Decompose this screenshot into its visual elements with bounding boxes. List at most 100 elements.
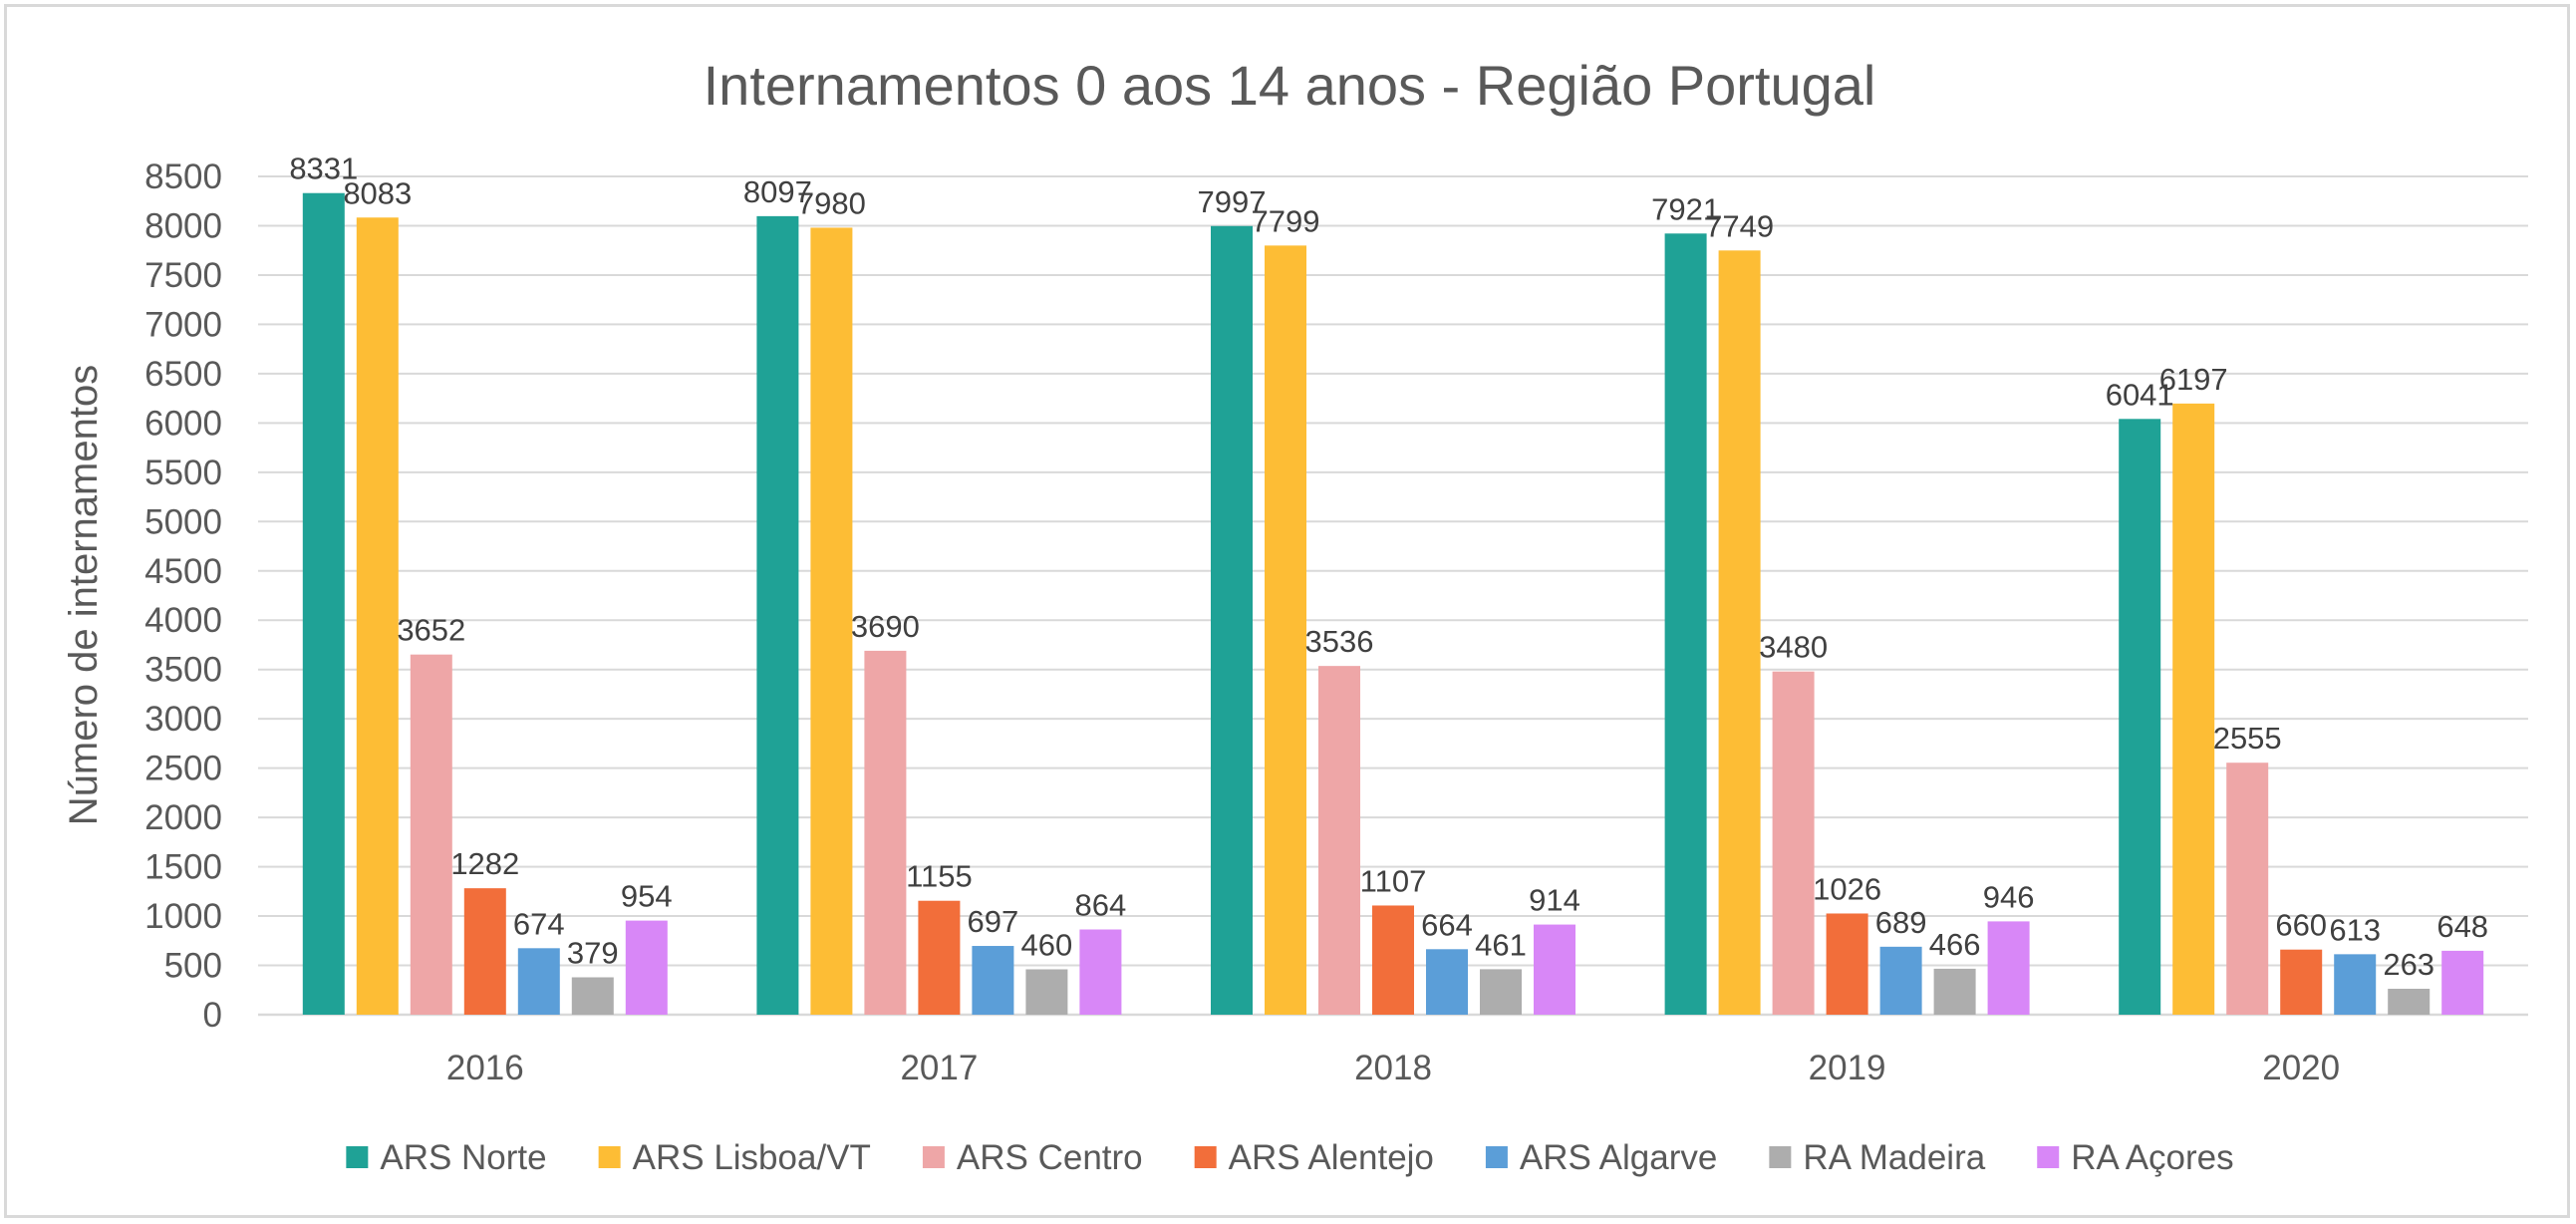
legend-swatch <box>1194 1146 1217 1168</box>
bar <box>1426 949 1468 1015</box>
bar <box>756 215 799 1015</box>
bar <box>1933 968 1976 1015</box>
y-tick-label: 5500 <box>144 454 222 492</box>
x-tick-label: 2020 <box>2262 1049 2340 1087</box>
data-label: 8097 <box>743 174 812 209</box>
x-tick-label: 2016 <box>446 1049 524 1087</box>
data-label: 697 <box>968 904 1019 939</box>
bar <box>1664 233 1707 1016</box>
bar <box>2334 954 2377 1015</box>
legend-label: ARS Norte <box>380 1138 546 1177</box>
bar <box>1480 969 1522 1015</box>
data-label: 1282 <box>450 846 519 881</box>
data-label: 1107 <box>1360 863 1427 898</box>
x-tick-label: 2017 <box>900 1049 978 1087</box>
data-label: 461 <box>1475 927 1527 962</box>
legend-item: RA Açores <box>2037 1138 2234 1177</box>
data-label: 914 <box>1529 883 1580 918</box>
bar <box>2119 419 2161 1015</box>
legend-label: RA Madeira <box>1803 1138 1985 1177</box>
legend-swatch <box>2037 1146 2060 1168</box>
bar <box>1079 929 1122 1015</box>
data-label: 689 <box>1875 905 1927 940</box>
legend-label: ARS Centro <box>957 1138 1143 1177</box>
data-label: 1026 <box>1813 871 1881 906</box>
bar <box>1265 245 1306 1015</box>
data-label: 3480 <box>1759 630 1828 665</box>
bar <box>1718 250 1761 1016</box>
data-label: 6041 <box>2106 377 2174 412</box>
bar-chart: Internamentos 0 aos 14 anos - Região Por… <box>62 54 2528 1177</box>
bar <box>2172 403 2215 1015</box>
legend-label: ARS Algarve <box>1520 1138 1717 1177</box>
data-label: 2555 <box>2213 721 2282 756</box>
data-label: 3536 <box>1305 624 1374 659</box>
x-tick-label: 2018 <box>1354 1049 1432 1087</box>
legend-swatch <box>1485 1146 1508 1168</box>
data-label: 6197 <box>2159 362 2228 397</box>
data-label: 864 <box>1075 888 1127 923</box>
bar <box>2388 988 2431 1015</box>
x-tick-label: 2019 <box>1809 1049 1886 1087</box>
legend-label: ARS Lisboa/VT <box>633 1138 871 1177</box>
chart-title: Internamentos 0 aos 14 anos - Região Por… <box>704 54 1876 117</box>
y-tick-label: 4000 <box>144 601 222 640</box>
data-label: 466 <box>1929 927 1981 962</box>
y-tick-label: 7000 <box>144 305 222 344</box>
bar <box>1025 969 1068 1015</box>
bar <box>1826 913 1868 1015</box>
bar <box>517 948 560 1015</box>
y-tick-label: 5000 <box>144 502 222 541</box>
data-label: 674 <box>513 906 565 941</box>
data-label: 460 <box>1021 927 1073 962</box>
data-label: 8083 <box>343 175 412 210</box>
bar <box>356 217 399 1015</box>
data-label: 379 <box>567 936 619 971</box>
bar <box>972 946 1014 1015</box>
legend-item: ARS Norte <box>346 1138 547 1177</box>
y-tick-label: 8500 <box>144 157 222 196</box>
data-label: 7997 <box>1198 184 1267 219</box>
y-axis-ticks: 0 500 1000 1500 2000 2500 3000 3500 4000 4500 5000… <box>144 157 222 1035</box>
bar <box>1318 666 1360 1015</box>
y-tick-label: 6500 <box>144 355 222 394</box>
bar <box>302 192 345 1015</box>
y-axis-label: Número de internamentos <box>62 365 106 825</box>
legend-swatch <box>1769 1146 1792 1168</box>
legend-swatch <box>922 1146 945 1168</box>
data-label: 613 <box>2329 912 2381 947</box>
legend: ARS Norte ARS Lisboa/VT ARS Centro ARS Alen… <box>346 1138 2234 1177</box>
bar <box>2280 949 2323 1015</box>
bar <box>625 920 668 1015</box>
bar <box>1879 946 1922 1015</box>
legend-label: RA Açores <box>2071 1138 2233 1177</box>
bar <box>1772 671 1815 1015</box>
y-tick-label: 2500 <box>144 750 222 788</box>
data-label: 660 <box>2275 908 2327 943</box>
bar <box>864 650 907 1015</box>
data-label: 3652 <box>397 613 465 648</box>
y-tick-label: 0 <box>203 996 222 1035</box>
data-label: 7749 <box>1705 208 1774 243</box>
y-tick-label: 500 <box>164 947 222 986</box>
data-label: 7799 <box>1252 203 1320 238</box>
chart-frame: Internamentos 0 aos 14 anos - Região Por… <box>4 4 2570 1218</box>
bar <box>1372 905 1414 1015</box>
legend-item: ARS Centro <box>922 1138 1143 1177</box>
data-label: 7980 <box>797 185 866 220</box>
legend-swatch <box>598 1146 621 1168</box>
bar <box>1534 924 1575 1015</box>
y-tick-label: 4500 <box>144 552 222 591</box>
data-label: 946 <box>1983 879 2035 914</box>
bar <box>2226 763 2269 1015</box>
y-tick-label: 1000 <box>144 897 222 936</box>
y-tick-label: 6000 <box>144 404 222 443</box>
data-label: 8331 <box>289 152 358 186</box>
bar <box>463 888 506 1015</box>
legend-label: ARS Alentejo <box>1229 1138 1434 1177</box>
data-label: 1155 <box>906 859 973 894</box>
data-label: 954 <box>621 879 673 914</box>
data-label: 7921 <box>1651 191 1720 226</box>
bar <box>1211 225 1253 1016</box>
legend-swatch <box>346 1146 369 1168</box>
